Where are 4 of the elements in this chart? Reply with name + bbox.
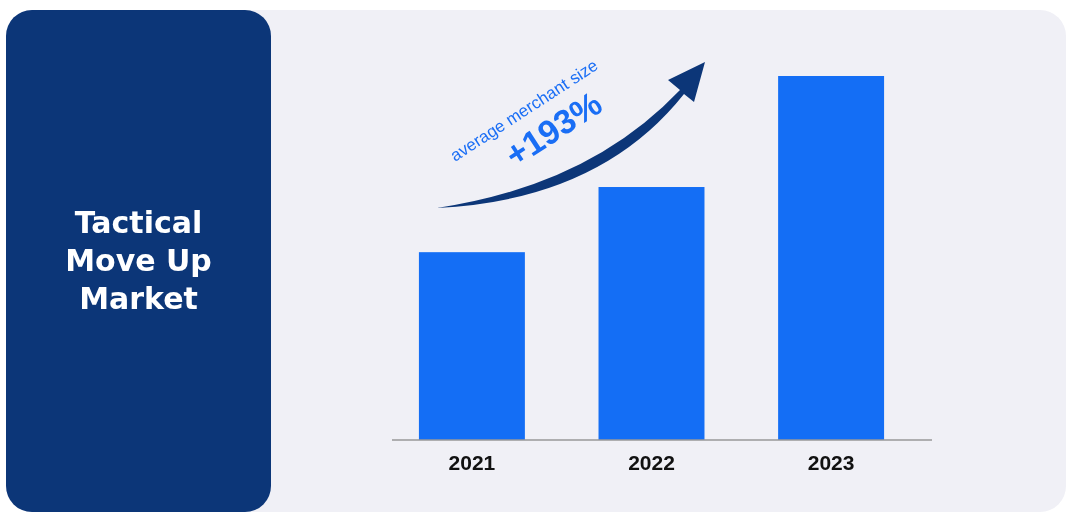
text: Tactical Move Up Market bbox=[64, 204, 213, 318]
x-tick-label: 2022 bbox=[628, 451, 675, 474]
x-tick-label: 2021 bbox=[448, 451, 496, 474]
x-tick-label: 2023 bbox=[807, 451, 855, 474]
